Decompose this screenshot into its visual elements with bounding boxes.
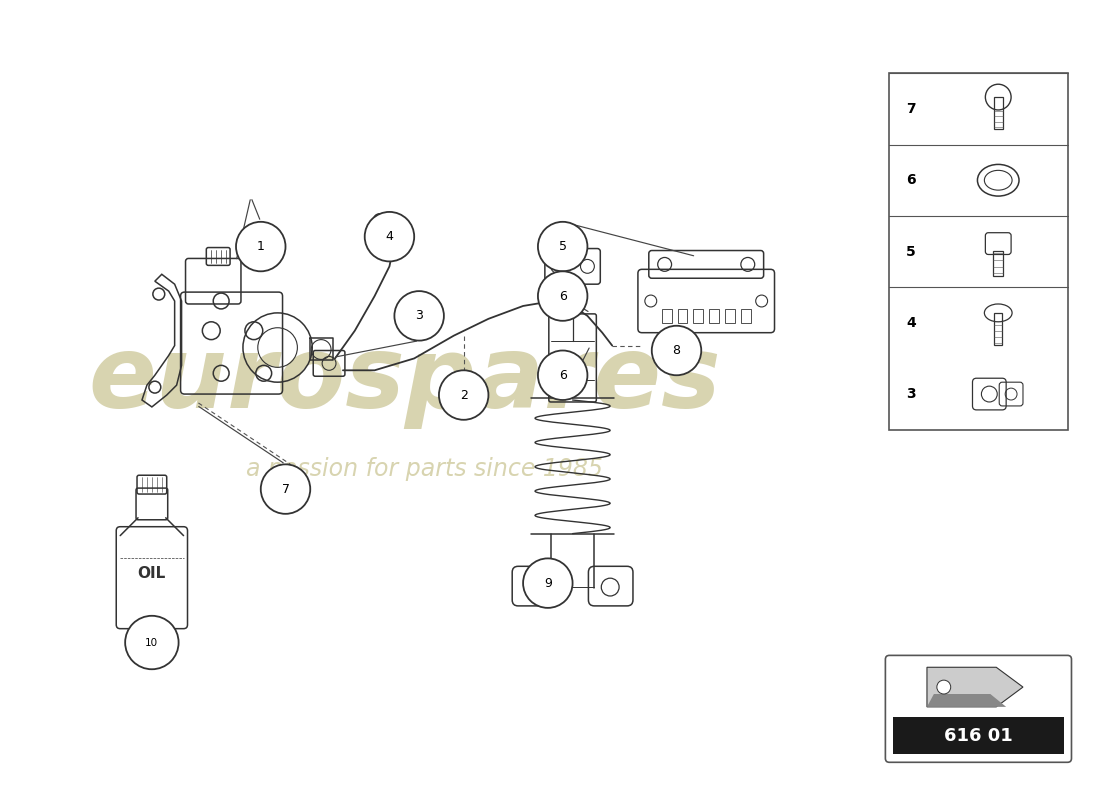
Circle shape [538, 222, 587, 271]
Bar [994, 313, 1002, 345]
Text: 616 01: 616 01 [944, 726, 1013, 745]
Text: 3: 3 [906, 387, 916, 401]
Bar [662, 309, 672, 322]
Circle shape [261, 464, 310, 514]
Bar [678, 309, 688, 322]
Bar [993, 97, 1003, 129]
Bar [893, 717, 1064, 754]
Bar [725, 309, 735, 322]
Text: eurospares: eurospares [88, 332, 721, 429]
Polygon shape [927, 667, 1023, 707]
Circle shape [395, 291, 444, 341]
Circle shape [125, 616, 178, 670]
Circle shape [538, 350, 587, 400]
Polygon shape [927, 694, 1006, 707]
Text: 10: 10 [145, 638, 158, 647]
Circle shape [365, 212, 415, 262]
Bar [693, 309, 703, 322]
Text: 4: 4 [385, 230, 394, 243]
Text: 6: 6 [559, 290, 566, 302]
Text: 7: 7 [906, 102, 916, 116]
Text: 3: 3 [415, 310, 424, 322]
Text: 5: 5 [559, 240, 566, 253]
Bar [889, 74, 1067, 430]
Text: OIL: OIL [138, 566, 166, 581]
Text: 8: 8 [672, 344, 681, 357]
Circle shape [937, 680, 950, 694]
Text: 6: 6 [906, 174, 916, 187]
Text: a passion for parts since 1985: a passion for parts since 1985 [245, 458, 603, 482]
Bar [710, 309, 719, 322]
Circle shape [538, 271, 587, 321]
Text: 6: 6 [559, 369, 566, 382]
Circle shape [652, 326, 702, 375]
Circle shape [439, 370, 488, 420]
Bar [741, 309, 751, 322]
Circle shape [524, 558, 573, 608]
Circle shape [236, 222, 286, 271]
Text: 5: 5 [906, 245, 916, 258]
Text: 9: 9 [543, 577, 552, 590]
Bar [993, 250, 1003, 276]
Text: 7: 7 [282, 482, 289, 495]
Text: 1: 1 [256, 240, 265, 253]
FancyBboxPatch shape [886, 655, 1071, 762]
Text: 2: 2 [460, 389, 467, 402]
Text: 4: 4 [906, 316, 916, 330]
